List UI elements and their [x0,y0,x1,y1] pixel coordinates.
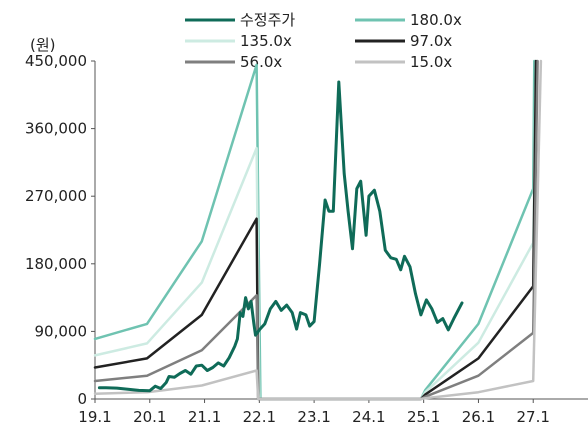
y-tick-label: 180,000 [25,255,87,273]
x-tick-label: 23.1 [297,408,330,426]
x-tick-label: 22.1 [243,408,276,426]
axes: 450,000 360,000 270,000 180,000 90,000 019.1 2… [25,52,588,426]
series-line-0 [97,80,464,393]
legend-label: 수정주가 [240,11,295,29]
legend-label: 135.0x [240,32,292,50]
y-tick-label: 360,000 [25,120,87,138]
y-unit-label: (원) [30,36,56,54]
legend-label: 97.0x [410,32,452,50]
x-tick-label: 19.1 [78,408,111,426]
legend-label: 15.0x [410,53,452,71]
y-tick-label: 450,000 [25,52,87,70]
x-tick-label: 25.1 [407,408,440,426]
legend-label: 180.0x [410,11,462,29]
series-line-3 [93,59,538,401]
x-tick-label: 27.1 [517,408,550,426]
x-tick-label: 24.1 [352,408,385,426]
x-tick-label: 20.1 [133,408,166,426]
x-tick-label: 21.1 [188,408,221,426]
y-tick-label: 0 [77,390,87,408]
y-tick-label: 270,000 [25,187,87,205]
legend-label: 56.0x [240,53,282,71]
legend: 수정주가 180.0x 135.0x 97.0x 56.0x 15.0x [185,11,462,71]
y-tick-label: 90,000 [35,322,88,340]
series-line-5 [93,59,543,401]
x-tick-label: 26.1 [462,408,495,426]
series-layer [93,59,543,401]
